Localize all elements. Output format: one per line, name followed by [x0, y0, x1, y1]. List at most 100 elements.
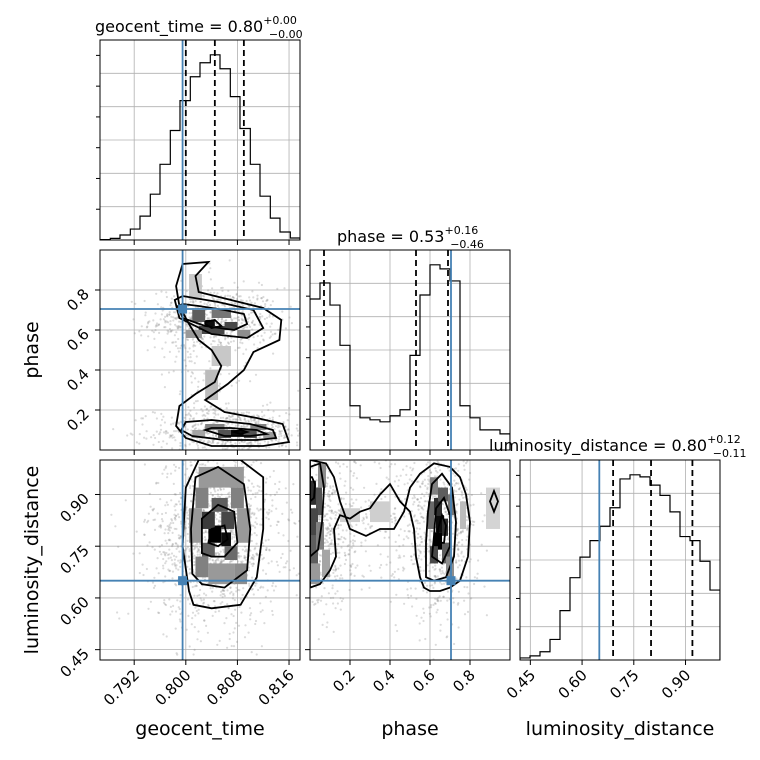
density-cell [310, 535, 318, 564]
sample-point [472, 503, 475, 506]
sample-point [353, 534, 356, 538]
sample-point [432, 603, 435, 607]
sample-point [364, 550, 367, 553]
sample-point [227, 606, 230, 609]
sample-point [253, 513, 256, 516]
sample-point [184, 473, 187, 476]
sample-point [279, 432, 283, 435]
sample-point [326, 430, 328, 432]
sample-point [421, 540, 424, 543]
sample-point [247, 313, 251, 316]
sample-point [227, 342, 230, 345]
sample-point [248, 451, 250, 453]
sample-point [423, 404, 425, 406]
sample-point [391, 573, 394, 576]
sample-point [164, 528, 167, 531]
sample-point [326, 532, 329, 535]
sample-point [271, 416, 274, 419]
sample-point [217, 298, 220, 301]
sample-point [265, 511, 269, 514]
sample-point [175, 652, 178, 655]
sample-point [425, 591, 429, 594]
sample-point [278, 445, 281, 448]
sample-point [207, 301, 210, 304]
sample-point [140, 334, 143, 337]
sample-point [175, 344, 178, 347]
sample-point [335, 568, 338, 571]
sample-point [168, 548, 171, 551]
sample-point [189, 356, 192, 359]
sample-point [250, 463, 253, 467]
sample-point [293, 521, 296, 525]
sample-point [274, 453, 276, 455]
sample-point [197, 447, 200, 450]
sample-point [434, 602, 437, 605]
sample-point [322, 519, 325, 522]
sample-point [188, 417, 191, 420]
sample-point [251, 319, 255, 322]
density-cell [263, 432, 277, 438]
sample-point [193, 560, 196, 564]
sample-point [433, 452, 435, 454]
sample-point [189, 559, 192, 562]
sample-point [256, 334, 259, 338]
sample-point [175, 514, 178, 517]
sample-point [203, 372, 206, 375]
sample-point [328, 536, 331, 540]
sample-point [195, 468, 198, 471]
sample-point [485, 614, 488, 617]
sample-point [303, 539, 305, 541]
sample-point [135, 441, 138, 444]
sample-point [175, 325, 178, 328]
xtick-label-luminosity-distance: 0.90 [658, 666, 694, 702]
sample-point [438, 554, 442, 557]
sample-point [247, 324, 251, 327]
panel-content [100, 40, 300, 240]
sample-point [220, 321, 223, 324]
sample-point [443, 670, 445, 672]
sample-point [158, 433, 161, 436]
sample-point [252, 323, 256, 326]
sample-point [174, 516, 177, 519]
sample-point [359, 464, 362, 467]
contour-line [207, 524, 229, 548]
sample-point [245, 550, 248, 553]
sample-point [248, 453, 250, 455]
sample-point [419, 505, 422, 508]
sample-point [116, 611, 119, 614]
sample-point [207, 439, 210, 442]
sample-point [270, 322, 273, 325]
sample-point [223, 622, 226, 625]
sample-point [404, 432, 406, 434]
sample-point [157, 440, 160, 444]
sample-point [397, 578, 400, 581]
sample-point [289, 549, 292, 552]
sample-point [200, 455, 202, 457]
sample-point [349, 573, 352, 577]
sample-point [287, 539, 290, 543]
sample-point [253, 512, 256, 515]
sample-point [420, 537, 423, 541]
sample-point [195, 584, 198, 588]
sample-point [418, 453, 420, 455]
sample-point [262, 544, 265, 547]
sample-point [303, 532, 305, 534]
sample-point [421, 492, 424, 495]
sample-point [422, 607, 425, 610]
sample-point [394, 516, 397, 519]
sample-point [268, 549, 271, 552]
sample-point [221, 601, 224, 604]
sample-point [317, 598, 320, 602]
sample-point [254, 495, 257, 499]
sample-point [277, 531, 280, 535]
sample-point [429, 615, 432, 618]
sample-point [458, 457, 460, 459]
sample-point [203, 592, 206, 595]
sample-point [337, 503, 340, 506]
sample-point [189, 409, 192, 412]
sample-point [164, 319, 167, 322]
sample-point [233, 598, 236, 602]
sample-point [179, 612, 182, 616]
sample-point [284, 327, 287, 330]
sample-point [208, 317, 211, 320]
